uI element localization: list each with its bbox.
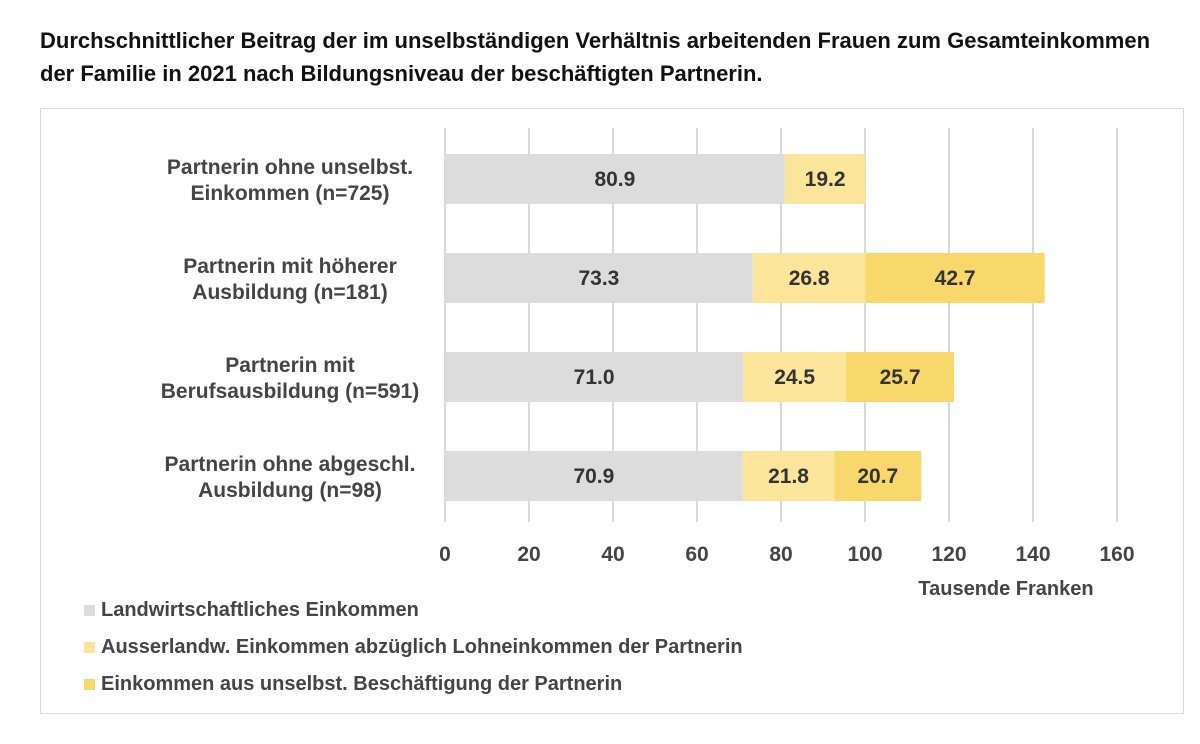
x-axis-ticks: 0 20 40 60 80 100 120 140 160 [439, 543, 1134, 566]
x-axis-title: Tausende Franken [918, 578, 1093, 600]
legend-swatch-unselbst [84, 679, 95, 690]
data-label: 42.7 [935, 267, 976, 290]
bar-segment [445, 154, 785, 204]
data-label: 19.2 [805, 168, 846, 191]
x-tick-label: 20 [517, 543, 540, 566]
data-label: 20.7 [857, 465, 898, 488]
bar-segment [445, 253, 753, 303]
category-labels: Partnerin ohne unselbst. Einkommen (n=725… [161, 156, 419, 502]
x-tick-label: 160 [1099, 543, 1134, 566]
bars [445, 154, 1045, 501]
bar-segment [834, 451, 922, 501]
bar-segment [784, 154, 866, 204]
legend-swatch-ausserlandw [84, 642, 95, 653]
category-label-line: Partnerin mit höherer [183, 255, 397, 278]
data-label: 73.3 [578, 267, 619, 290]
bar-segment [445, 352, 744, 402]
category-label-line: Ausbildung (n=98) [198, 479, 382, 502]
x-tick-label: 40 [601, 543, 624, 566]
x-tick-label: 60 [685, 543, 708, 566]
category-label: Partnerin mit höherer Ausbildung (n=181) [183, 255, 397, 304]
bar-segment [846, 352, 955, 402]
data-label: 71.0 [574, 366, 615, 389]
legend-item-landw: Landwirtschaftliches Einkommen [84, 592, 743, 629]
data-label: 24.5 [774, 366, 815, 389]
x-tick-label: 140 [1015, 543, 1050, 566]
data-label: 21.8 [768, 465, 809, 488]
category-label-line: Einkommen (n=725) [191, 182, 390, 205]
data-label: 70.9 [573, 465, 614, 488]
x-tick-label: 100 [847, 543, 882, 566]
bar-segment [865, 253, 1045, 303]
category-label-line: Partnerin ohne abgeschl. [165, 453, 416, 476]
bar-segment [742, 451, 835, 501]
legend-label-landw: Landwirtschaftliches Einkommen [101, 599, 419, 621]
legend-swatch-landw [84, 605, 95, 616]
category-label: Partnerin ohne unselbst. Einkommen (n=725… [167, 156, 413, 205]
bar-segment [743, 352, 847, 402]
x-tick-label: 80 [769, 543, 792, 566]
x-tick-label: 120 [931, 543, 966, 566]
legend-label-ausserlandw: Ausserlandw. Einkommen abzüglich Lohnein… [101, 636, 743, 658]
data-labels: 80.9 19.2 73.3 26.8 42.7 71.0 24.5 25.7 70.9 21.8… [573, 168, 975, 488]
legend-label-unselbst: Einkommen aus unselbst. Beschäftigung de… [101, 673, 623, 695]
x-tick-label: 0 [439, 543, 451, 566]
chart-title: Durchschnittlicher Beitrag der im unselb… [40, 28, 1151, 86]
category-label-line: Partnerin mit [225, 354, 355, 377]
legend-item-ausserlandw: Ausserlandw. Einkommen abzüglich Lohnein… [84, 629, 743, 666]
legend-item-unselbst: Einkommen aus unselbst. Beschäftigung de… [84, 666, 743, 703]
data-label: 26.8 [789, 267, 830, 290]
category-label-line: Ausbildung (n=181) [192, 281, 387, 304]
data-label: 25.7 [880, 366, 921, 389]
category-label: Partnerin ohne abgeschl. Ausbildung (n=98… [165, 453, 416, 502]
bar-segment [445, 451, 743, 501]
category-label-line: Partnerin ohne unselbst. [167, 156, 413, 179]
chart-frame [40, 108, 1184, 714]
data-label: 80.9 [594, 168, 635, 191]
legend: Landwirtschaftliches Einkommen Ausserlan… [84, 592, 743, 703]
category-label-line: Berufsausbildung (n=591) [161, 380, 419, 403]
category-label: Partnerin mit Berufsausbildung (n=591) [161, 354, 419, 403]
bar-segment [752, 253, 866, 303]
